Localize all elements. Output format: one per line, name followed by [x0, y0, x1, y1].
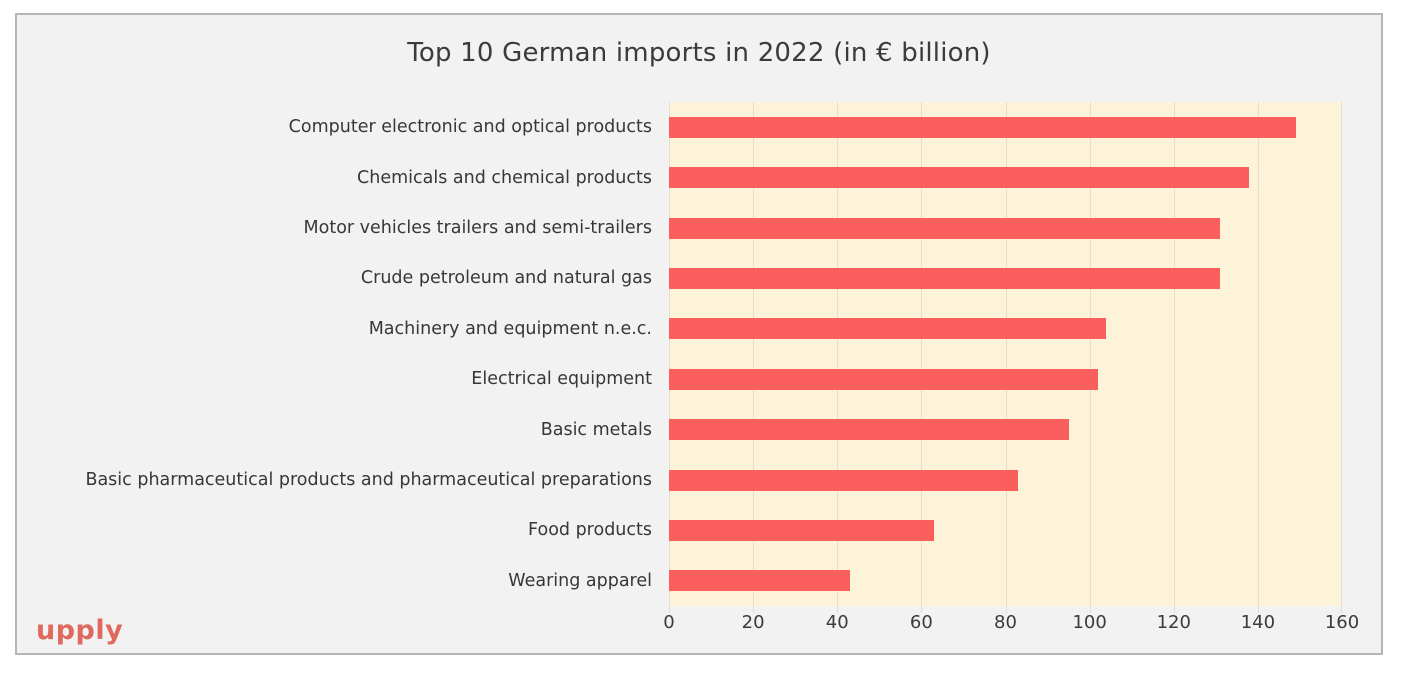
category-label-4: Crude petroleum and natural gas: [360, 268, 652, 289]
x-tick-label-100: 100: [1072, 612, 1107, 633]
bar-2: [669, 167, 1250, 189]
bar-9: [669, 519, 934, 541]
category-label-9: Food products: [528, 520, 652, 541]
x-tick-label-60: 60: [909, 612, 933, 633]
x-tick-label-120: 120: [1156, 612, 1191, 633]
category-label-6: Electrical equipment: [471, 369, 652, 390]
x-tick-label-40: 40: [825, 612, 849, 633]
gridline-x-120: [1173, 102, 1175, 613]
category-label-1: Computer electronic and optical products: [288, 117, 652, 138]
gridline-x-140: [1257, 102, 1259, 613]
gridline-x-160: [1341, 102, 1342, 613]
x-tick-label-0: 0: [663, 612, 675, 633]
upply-logo: upply: [36, 615, 124, 646]
bar-7: [669, 419, 1069, 441]
gridline-x-60: [921, 102, 923, 613]
x-tick-label-140: 140: [1240, 612, 1276, 633]
x-tick-label-80: 80: [994, 612, 1017, 633]
gridline-x-80: [1005, 102, 1007, 613]
bar-1: [669, 116, 1296, 138]
bar-10: [669, 570, 850, 592]
category-label-2: Chemicals and chemical products: [357, 167, 652, 188]
gridline-x-40: [837, 102, 839, 613]
category-label-7: Basic metals: [540, 419, 652, 440]
bar-4: [669, 267, 1221, 289]
gridline-x-100: [1089, 102, 1091, 613]
gridline-x-0: [669, 102, 670, 613]
category-label-3: Motor vehicles trailers and semi-trailer…: [303, 218, 652, 238]
bar-6: [669, 368, 1099, 390]
category-label-5: Machinery and equipment n.e.c.: [368, 318, 652, 339]
x-tick-label-20: 20: [741, 612, 765, 633]
category-label-10: Wearing apparel: [508, 570, 652, 591]
bar-5: [669, 318, 1107, 340]
gridline-x-20: [753, 102, 755, 613]
category-label-8: Basic pharmaceutical products and pharma…: [85, 470, 652, 490]
x-tick-label-160: 160: [1324, 612, 1360, 633]
plot-area: [669, 102, 1342, 613]
chart-title: Top 10 German imports in 2022 (in € bill…: [407, 38, 991, 68]
bar-3: [669, 217, 1221, 239]
bar-8: [669, 469, 1019, 491]
